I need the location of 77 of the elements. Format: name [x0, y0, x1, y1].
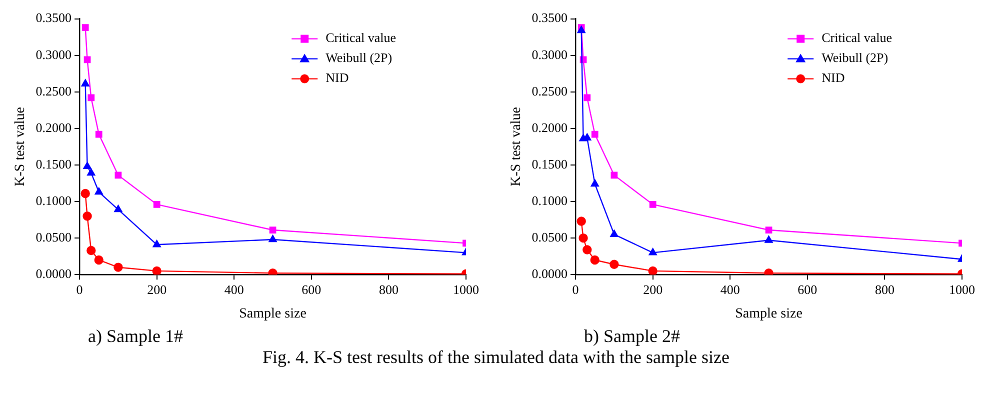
x-tick-label: 400 — [224, 282, 244, 297]
point — [269, 226, 276, 234]
y-axis-title: K-S test value — [509, 107, 524, 186]
point — [576, 216, 586, 226]
y-tick-label: 0.0500 — [532, 229, 568, 244]
y-tick-label: 0.1500 — [532, 156, 568, 172]
legend-label: Weibull (2P) — [822, 50, 888, 66]
point — [94, 255, 104, 265]
y-tick-label: 0.3500 — [36, 10, 72, 26]
y-tick-label: 0.0000 — [36, 266, 72, 282]
y-axis-title: K-S test value — [13, 107, 28, 186]
y-tick-label: 0.1500 — [36, 156, 72, 172]
legend-label: Critical value — [326, 30, 396, 46]
point — [591, 130, 598, 138]
x-tick-label: 200 — [643, 282, 663, 297]
point — [584, 94, 591, 102]
point — [84, 56, 91, 64]
point — [577, 26, 586, 34]
y-tick-label: 0.1000 — [36, 192, 72, 208]
point — [94, 187, 103, 195]
point — [86, 246, 96, 256]
x-tick-label: 0 — [76, 282, 83, 297]
x-tick-label: 200 — [147, 282, 167, 297]
x-tick-label: 1000 — [453, 282, 479, 297]
point — [610, 260, 619, 269]
point — [114, 204, 122, 212]
point — [582, 245, 592, 254]
point — [578, 233, 588, 243]
y-tick-label: 0.0000 — [532, 266, 568, 282]
y-tick-label: 0.0500 — [36, 229, 72, 244]
point — [649, 201, 656, 208]
point — [648, 248, 657, 256]
point — [80, 188, 90, 198]
point — [95, 130, 102, 138]
y-tick-label: 0.2500 — [36, 83, 72, 98]
x-tick-label: 0 — [572, 282, 579, 297]
y-tick-label: 0.3500 — [532, 10, 568, 26]
point — [268, 234, 277, 242]
point — [82, 212, 92, 221]
y-tick-label: 0.3000 — [532, 46, 568, 62]
x-tick-label: 800 — [874, 282, 894, 297]
point — [590, 255, 600, 265]
x-tick-label: 600 — [302, 282, 322, 297]
x-axis-title: Sample size — [239, 306, 306, 322]
legend-label: NID — [326, 70, 349, 86]
point — [590, 179, 599, 187]
legend-label: Weibull (2P) — [326, 50, 392, 66]
y-tick-label: 0.3000 — [36, 46, 72, 62]
point — [648, 266, 658, 275]
y-tick-label: 0.2500 — [532, 83, 568, 98]
x-tick-label: 800 — [378, 282, 398, 297]
point — [81, 79, 90, 86]
point — [82, 24, 89, 31]
legend-label: NID — [822, 70, 845, 86]
point — [152, 240, 161, 248]
point — [87, 168, 96, 176]
x-tick-label: 1000 — [949, 282, 975, 297]
caption: Fig. 4. K-S test results of the simulated data with the sample size — [262, 347, 730, 368]
point — [83, 162, 92, 170]
point — [764, 236, 773, 243]
x-tick-label: 600 — [798, 282, 818, 297]
y-tick-label: 0.2000 — [36, 120, 72, 135]
x-tick-label: 400 — [720, 282, 740, 297]
point — [152, 266, 162, 275]
point — [610, 172, 618, 179]
point — [765, 226, 772, 234]
legend-label: Critical value — [822, 30, 892, 46]
text: b) Sample 2# — [584, 326, 681, 347]
y-tick-label: 0.1000 — [532, 192, 568, 208]
text: a) Sample 1# — [88, 326, 184, 347]
x-axis-title: Sample size — [735, 306, 802, 322]
point — [153, 201, 160, 208]
point — [610, 230, 618, 238]
point — [114, 262, 123, 272]
point — [88, 94, 95, 102]
y-tick-label: 0.2000 — [532, 120, 568, 135]
point — [114, 172, 122, 179]
